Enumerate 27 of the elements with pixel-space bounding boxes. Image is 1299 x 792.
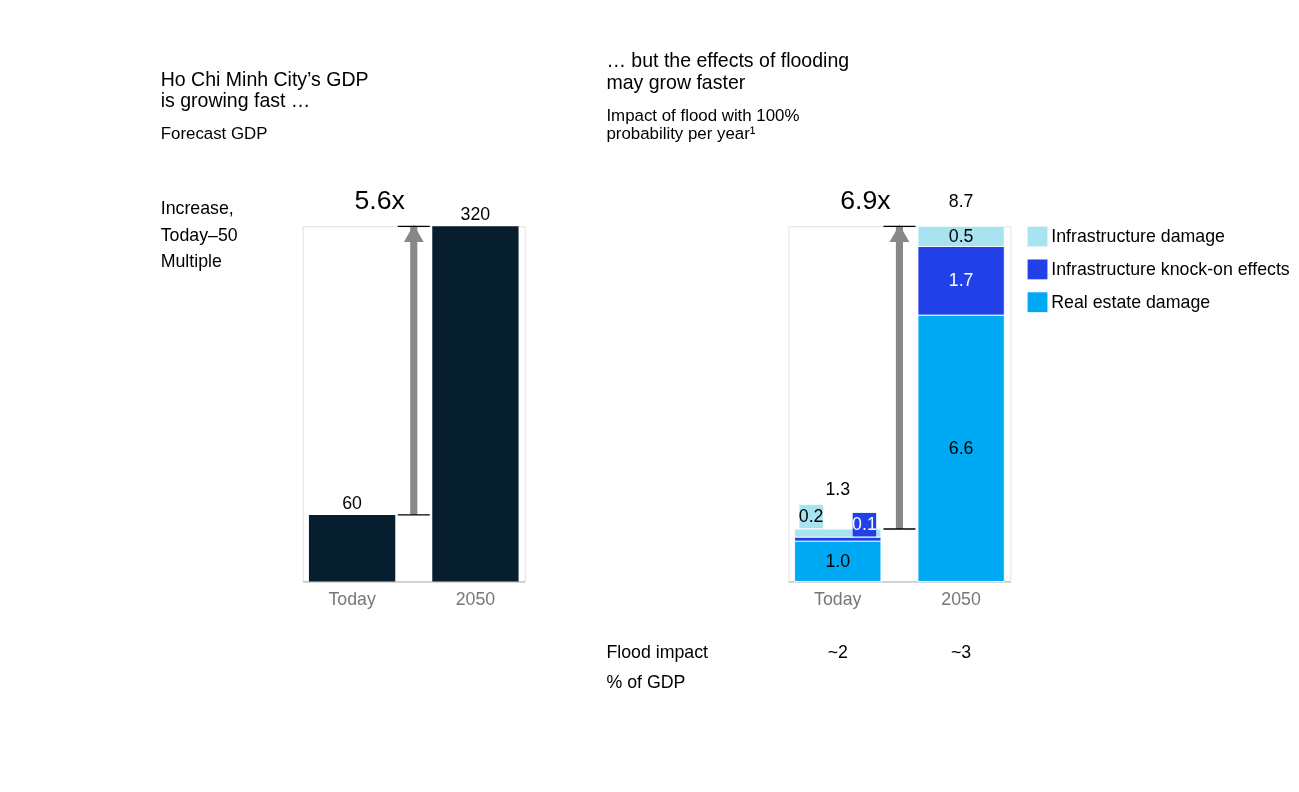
total-label: 1.3 (825, 479, 851, 500)
x-tick-label: 2050 (941, 589, 981, 610)
data-label: 0.2 (798, 505, 824, 526)
data-label: 6.6 (948, 437, 974, 458)
legend-label: Real estate damage (1051, 291, 1211, 312)
data-label: 60 (342, 492, 363, 513)
legend-label: Infrastructure damage (1051, 225, 1226, 246)
chart-subtitle: Impact of flood with 100% probability per year¹ (606, 105, 800, 144)
total-label: 8.7 (948, 190, 974, 211)
bar (794, 540, 882, 582)
data-label: 320 (460, 204, 491, 225)
x-tick-label: 2050 (455, 589, 496, 610)
x-tick-label: Today (328, 589, 376, 610)
chart-title: Ho Chi Minh City’s GDP is growing fast … (160, 68, 369, 112)
text: ~2 (827, 641, 848, 662)
text: ~3 (950, 641, 972, 662)
data-label: 1.7 (948, 270, 974, 291)
data-label: 0.5 (948, 225, 974, 246)
data-label: 1.0 (825, 550, 851, 571)
chart-subtitle: Forecast GDP (160, 124, 268, 144)
text: Increase, Today–50 Multiple (160, 197, 238, 272)
text: 6.9x (840, 185, 892, 216)
legend-label: Infrastructure knock-on effects (1051, 258, 1290, 279)
text: 5.6x (354, 185, 406, 216)
chart-title: … but the effects of flooding may grow faster (606, 49, 850, 93)
text: Flood impact % of GDP (606, 641, 709, 693)
x-tick-label: Today (814, 589, 862, 610)
